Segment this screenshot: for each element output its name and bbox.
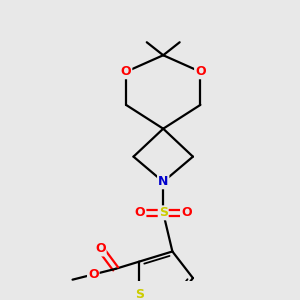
Text: O: O (181, 206, 192, 219)
Text: S: S (159, 206, 168, 219)
Text: O: O (135, 206, 146, 219)
Text: O: O (88, 268, 99, 281)
Text: N: N (158, 175, 168, 188)
Text: O: O (95, 242, 106, 256)
Text: O: O (121, 65, 131, 78)
Text: O: O (195, 65, 206, 78)
Text: S: S (135, 288, 144, 300)
